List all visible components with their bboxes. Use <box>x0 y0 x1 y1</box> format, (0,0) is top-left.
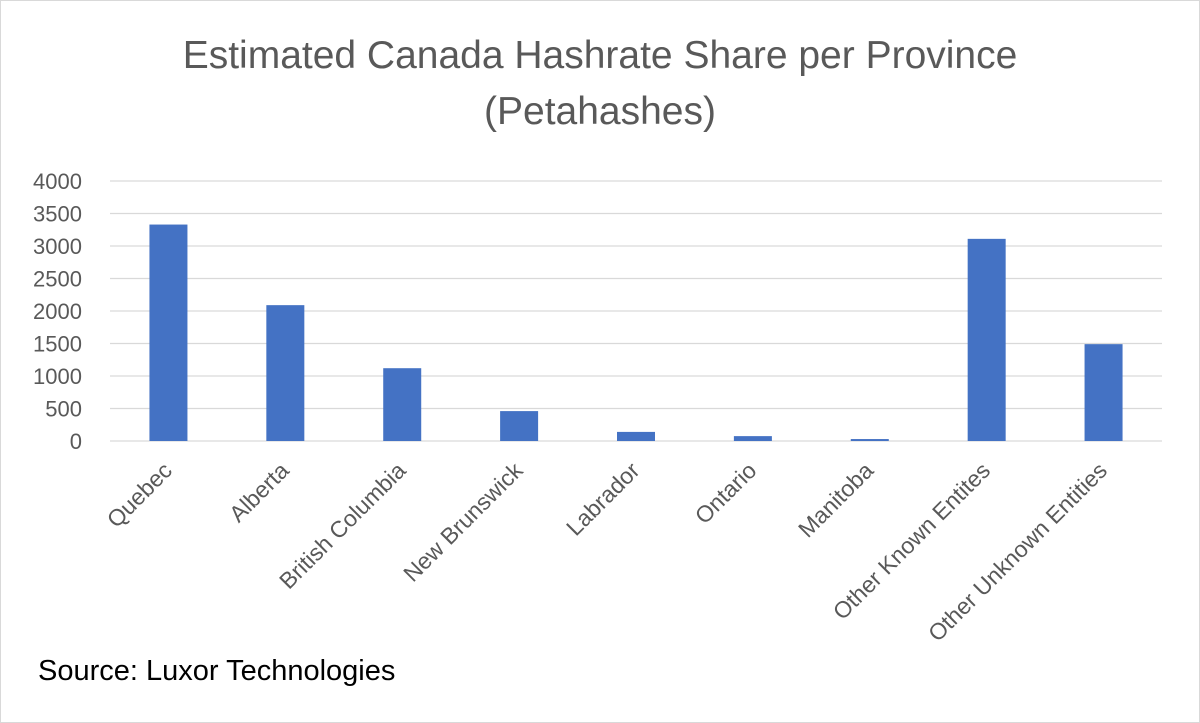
y-tick-label: 1000 <box>33 364 82 389</box>
chart-title-block: Estimated Canada Hashrate Share per Prov… <box>0 28 1200 140</box>
y-tick-label: 4000 <box>33 169 82 194</box>
bar <box>1084 344 1123 441</box>
x-tick-label: British Columbia <box>274 457 411 594</box>
bar <box>733 436 772 441</box>
x-tick-label: Manitoba <box>793 457 878 542</box>
y-tick-label: 1500 <box>33 332 82 357</box>
x-tick-label: Labrador <box>561 457 645 541</box>
x-tick-label: Quebec <box>102 457 177 532</box>
y-tick-label: 3000 <box>33 234 82 259</box>
bar <box>617 431 655 441</box>
x-tick-label: Ontario <box>690 457 762 529</box>
bar <box>383 368 422 441</box>
chart-subtitle: (Petahashes) <box>484 90 716 133</box>
x-tick-label: New Brunswick <box>398 457 528 587</box>
chart-title: Estimated Canada Hashrate Share per Prov… <box>182 34 1018 77</box>
bar <box>266 305 305 441</box>
y-axis-ticks: 0 500 1000 1500 2000 2500 3000 3500 4000 <box>33 169 82 454</box>
bars <box>149 224 1123 441</box>
y-tick-label: 2500 <box>33 267 82 292</box>
bar <box>850 439 889 441</box>
y-tick-label: 2000 <box>33 299 82 324</box>
y-tick-label: 0 <box>70 429 82 454</box>
source-note: Source: Luxor Technologies <box>38 655 396 687</box>
y-tick-label: 3500 <box>33 202 82 227</box>
bar <box>967 238 1006 441</box>
bar <box>500 411 539 441</box>
y-tick-label: 500 <box>45 397 82 422</box>
x-tick-label: Alberta <box>224 457 294 527</box>
bar <box>149 224 188 441</box>
